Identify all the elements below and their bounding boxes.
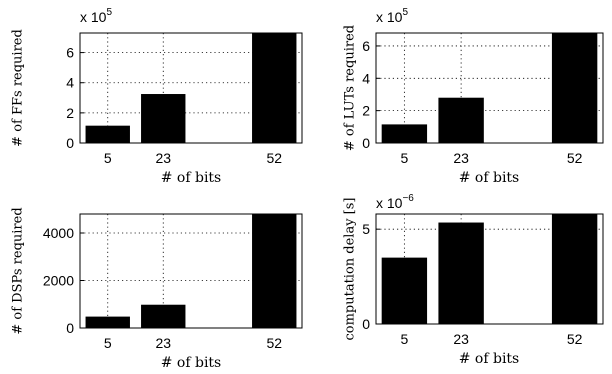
- x-axis-label: # of bits: [161, 355, 222, 371]
- axis-multiplier: x 10−6: [376, 193, 414, 211]
- y-axis-label: # of FFs required: [11, 29, 26, 147]
- y-tick-label: 5: [362, 221, 370, 237]
- y-axis-label: # of DSPs required: [11, 207, 26, 334]
- bar: [438, 97, 484, 143]
- axes-box: [79, 32, 303, 144]
- bar: [85, 125, 130, 143]
- y-tick-label: 4: [66, 75, 74, 91]
- y-tick-label: 2000: [43, 273, 74, 289]
- chart-1: 0 2 4 6 5 23 52 # of bits # of FFs required x 105: [11, 7, 303, 186]
- y-tick-label: 6: [66, 45, 74, 61]
- chart-3: 0 2000 4000 5 23 52 # of bits # of DSPs require…: [11, 207, 303, 371]
- axis-multiplier: x 105: [376, 7, 408, 25]
- chart-2: 0 2 4 6 5 23 52 # of bits # of LUTs required x 10…: [343, 7, 604, 186]
- y-tick-label: 4000: [43, 225, 74, 241]
- bar: [551, 214, 598, 324]
- x-tick-label: 5: [400, 150, 408, 166]
- axes-box: [375, 213, 604, 325]
- x-tick-label: 23: [155, 150, 171, 166]
- bar: [551, 33, 598, 143]
- x-tick-label: 23: [453, 331, 469, 347]
- x-tick-label: 23: [453, 150, 469, 166]
- y-tick-label: 6: [362, 38, 370, 54]
- y-tick-label: 0: [362, 135, 370, 151]
- x-tick-label: 52: [567, 150, 583, 166]
- y-tick-label: 0: [66, 135, 74, 151]
- axes-box: [79, 213, 303, 329]
- chart-4: 0 5 5 23 52 # of bits computation delay [s] x 1…: [343, 193, 604, 367]
- x-axis-label: # of bits: [459, 170, 520, 186]
- y-axis-label: computation delay [s]: [343, 197, 358, 340]
- x-tick-label: 23: [155, 335, 171, 351]
- bar: [141, 304, 186, 328]
- bar: [252, 33, 297, 143]
- x-tick-label: 52: [567, 331, 583, 347]
- y-tick-label: 2: [362, 103, 370, 119]
- y-axis-label: # of LUTs required: [343, 25, 358, 151]
- bar: [381, 124, 428, 143]
- bar: [85, 316, 130, 328]
- x-tick-label: 52: [266, 150, 282, 166]
- y-tick-label: 4: [362, 70, 370, 86]
- x-tick-label: 5: [104, 335, 112, 351]
- bar: [252, 214, 297, 328]
- bar: [381, 257, 428, 324]
- x-axis-label: # of bits: [459, 351, 520, 367]
- y-tick-label: 0: [362, 316, 370, 332]
- x-tick-label: 5: [400, 331, 408, 347]
- axes-box: [375, 32, 604, 144]
- y-tick-label: 0: [66, 320, 74, 336]
- bar: [438, 222, 484, 324]
- x-tick-label: 5: [104, 150, 112, 166]
- bar: [141, 94, 186, 143]
- axis-multiplier: x 105: [80, 7, 112, 25]
- x-tick-label: 52: [266, 335, 282, 351]
- y-tick-label: 2: [66, 105, 74, 121]
- x-axis-label: # of bits: [161, 170, 222, 186]
